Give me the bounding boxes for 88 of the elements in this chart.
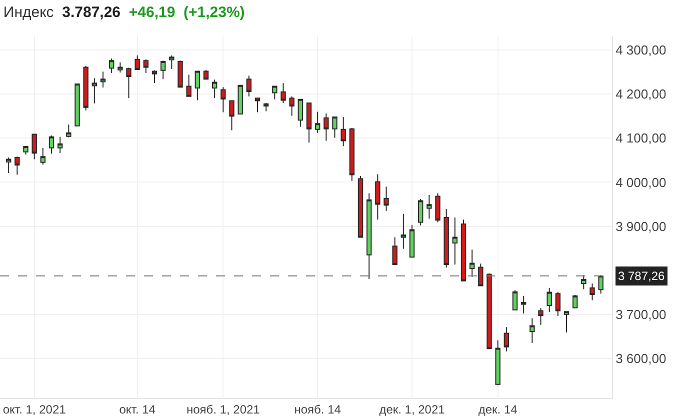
text: 3.787,26	[62, 4, 121, 21]
candlestick	[538, 308, 544, 326]
candlestick	[478, 263, 484, 286]
candlestick	[512, 290, 518, 310]
y-tick-label: 3 600,00	[616, 350, 666, 366]
candlestick	[263, 102, 269, 112]
candlestick	[314, 111, 320, 134]
candlestick	[23, 146, 28, 155]
candlestick	[340, 116, 346, 147]
x-tick-label: окт. 14	[119, 402, 156, 416]
candlestick	[246, 75, 252, 97]
candlestick	[495, 340, 500, 386]
candlestick	[40, 147, 46, 166]
candlestick	[203, 69, 209, 80]
candlestick	[212, 79, 218, 99]
candlestick	[152, 70, 158, 84]
x-tick-label: дек. 1, 2021	[379, 402, 446, 416]
candlestick	[32, 133, 37, 160]
ref-line-label: 3 787,26	[618, 269, 666, 283]
candlestick	[460, 219, 466, 282]
candlestick	[469, 249, 475, 278]
candlestick	[6, 157, 12, 174]
candlestick	[280, 82, 286, 104]
candlestick	[444, 208, 449, 268]
candlestick	[229, 100, 234, 131]
candlestick	[92, 78, 98, 104]
candlestick	[178, 60, 183, 88]
candlestick	[349, 128, 355, 182]
candlestick	[126, 67, 132, 99]
candlestick	[48, 135, 54, 154]
candlestick	[375, 174, 380, 220]
y-tick-label: 4 100,00	[616, 130, 666, 146]
candlestick	[366, 192, 372, 280]
x-tick-label: окт. 1, 2021	[2, 402, 66, 416]
candlestick	[426, 194, 432, 220]
candlestick	[66, 124, 72, 138]
candlestick	[74, 84, 80, 126]
candlestick	[220, 86, 226, 113]
candlestick	[306, 102, 312, 144]
text: (+1,23%)	[184, 4, 245, 21]
candlestick	[254, 98, 260, 113]
candlestick	[143, 58, 149, 74]
candlestick	[598, 274, 604, 294]
candlestick	[520, 295, 526, 314]
candlestick	[530, 318, 535, 344]
candlestick	[409, 224, 415, 258]
candlestick	[384, 186, 389, 212]
candlestick	[324, 113, 329, 142]
candlestick	[435, 192, 440, 223]
y-tick-label: 3 900,00	[616, 218, 666, 234]
x-tick-label: нояб. 1, 2021	[186, 402, 260, 416]
candlestick	[298, 98, 304, 128]
candlestick	[108, 58, 114, 74]
candlestick	[169, 54, 174, 70]
candlestick	[555, 291, 561, 317]
candlestick	[581, 274, 586, 290]
candlestick	[392, 236, 398, 266]
candlestick	[238, 84, 243, 114]
candlestick	[486, 272, 492, 350]
chart-title: Индекс	[3, 4, 54, 21]
y-tick-label: 4 300,00	[616, 42, 666, 58]
x-tick-label: нояб. 14	[294, 402, 342, 416]
candlestick	[418, 198, 424, 226]
candlestick	[572, 294, 578, 308]
candlestick	[452, 216, 458, 266]
candlestick	[194, 70, 200, 101]
candlestick	[400, 213, 406, 250]
candlestick	[564, 311, 570, 333]
y-tick-label: 3 700,00	[616, 306, 666, 322]
candlestick	[100, 71, 106, 88]
candlestick	[272, 86, 278, 100]
candlestick	[14, 156, 20, 176]
candlestick	[134, 54, 140, 70]
text: +46,19	[128, 4, 176, 21]
candlestick	[358, 176, 364, 238]
candlestick	[57, 136, 63, 154]
y-tick-label: 4 000,00	[616, 174, 666, 190]
candlestick	[83, 65, 88, 111]
x-tick-label: дек. 14	[478, 402, 518, 416]
y-tick-label: 4 200,00	[616, 86, 666, 102]
candlestick	[160, 60, 166, 80]
candlestick	[504, 326, 510, 352]
candlestick	[118, 62, 123, 74]
candlestick	[289, 96, 294, 116]
candlestick	[546, 287, 552, 313]
candlestick	[332, 116, 338, 138]
candlestick	[590, 283, 595, 301]
candlestick	[186, 74, 192, 97]
